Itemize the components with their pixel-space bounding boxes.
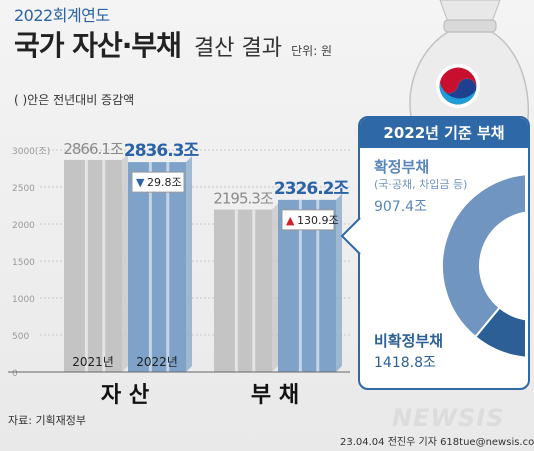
value-label-2021: 2195.3조 xyxy=(213,190,273,208)
change-box xyxy=(281,209,335,231)
down-arrow-icon: ▼ xyxy=(136,176,145,189)
category-label: 부 채 xyxy=(251,383,299,408)
bar-2022-side xyxy=(186,156,192,372)
bar-2021-stripe xyxy=(252,209,256,372)
change-value: 130.9조 xyxy=(297,214,339,227)
bar-2021-side xyxy=(122,153,128,372)
confirmed-debt-name: 확정부채 xyxy=(374,158,430,176)
unconfirmed-debt-value: 1418.8조 xyxy=(374,355,436,371)
bar-2022-stripe xyxy=(148,162,152,372)
kicker-text: 2022회계연도 xyxy=(14,6,110,25)
bar-2022-stripe xyxy=(298,199,302,372)
y-tick-label: 500 xyxy=(12,332,29,342)
change-value: 29.8조 xyxy=(147,176,182,189)
confirmed-debt-detail: (국·공채, 차입금 등) xyxy=(374,178,468,191)
bar-2022-stripe xyxy=(316,199,320,372)
panel-pointer xyxy=(340,217,361,255)
y-tick-label: 1500 xyxy=(12,258,35,268)
donut-slice-confirmed xyxy=(441,173,525,339)
value-label-2022: 2836.3조 xyxy=(124,141,200,161)
taegeuk-emblem-icon xyxy=(436,64,480,108)
y-tick-label: 3000(조) xyxy=(12,147,50,157)
note-text: ( )안은 전년대비 증감액 xyxy=(14,93,135,107)
donut-slice-unconfirmed xyxy=(473,306,525,359)
up-arrow-icon: ▲ xyxy=(286,214,295,227)
change-box xyxy=(131,171,185,193)
y-tick-label: 2000 xyxy=(12,221,35,231)
panel-header: 2022년 기준 부채 xyxy=(360,118,528,148)
unit-label: 단위: 원 xyxy=(291,44,333,58)
money-bag-illustration xyxy=(409,0,530,140)
y-tick-label: 2500 xyxy=(12,184,35,194)
year-label-2021: 2021년 xyxy=(72,355,114,369)
credit-text: 23.04.04 전진우 기자 618tue@newsis.com xyxy=(340,437,534,448)
bar-2021-stripe xyxy=(84,159,88,372)
year-label-2022: 2022년 xyxy=(136,355,178,369)
bar-2022-stripe xyxy=(166,162,170,372)
bar-2021-side xyxy=(272,203,278,372)
bar-2021-stripe xyxy=(102,159,106,372)
y-tick-label: 0 xyxy=(12,369,18,379)
newsis-watermark: NEWSIS xyxy=(392,404,505,432)
panel-title: 2022년 기준 부채 xyxy=(383,124,505,142)
bar-2021-stripe xyxy=(234,209,238,372)
bar-2021 xyxy=(214,209,272,372)
page-title: 국가 자산·부채 결산 결과 단위: 원 xyxy=(14,24,332,64)
y-tick-label: 1000 xyxy=(12,295,35,305)
title-sub: 결산 결과 xyxy=(194,36,283,61)
source-text: 자료: 기획재정부 xyxy=(8,414,87,427)
confirmed-debt-value: 907.4조 xyxy=(374,199,427,215)
title-main: 국가 자산·부채 xyxy=(14,29,182,62)
category-label: 자 산 xyxy=(101,383,149,408)
value-label-2022: 2326.2조 xyxy=(274,179,350,199)
bar-2021 xyxy=(64,159,122,372)
unconfirmed-debt-name: 비확정부채 xyxy=(374,332,444,350)
value-label-2021: 2866.1조 xyxy=(63,140,123,158)
bar-2022 xyxy=(128,162,186,372)
bar-2022-side xyxy=(336,193,342,372)
